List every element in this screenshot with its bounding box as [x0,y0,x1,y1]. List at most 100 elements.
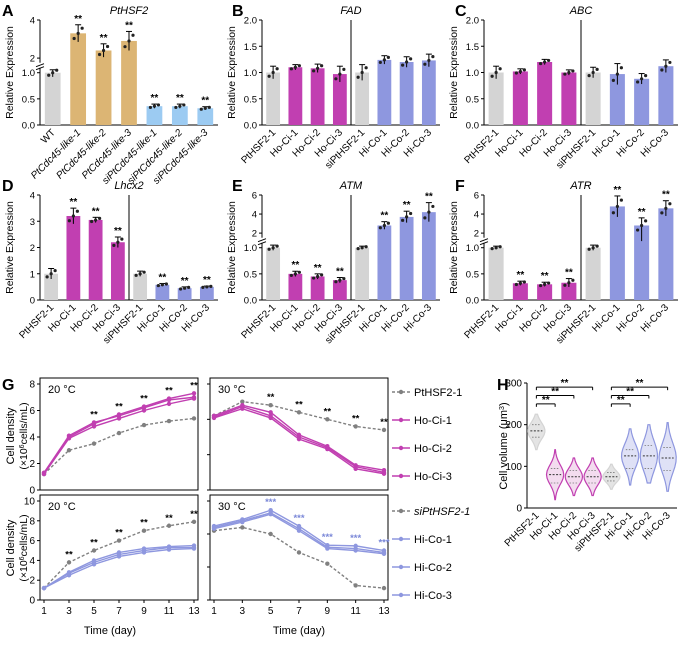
panel-g-sub3-x-tick-label: 1 [41,606,47,617]
panel-e-data-point [289,273,293,278]
panel-g-sub1-y-tick-label: 8 [29,380,35,391]
panel-c-data-point [494,70,498,75]
panel-g-sub4-series-point [325,561,330,566]
panel-b-bar [288,67,303,125]
panel-h-violin [564,457,584,497]
panel-g-sub1-series-point [141,422,147,428]
panel-e-data-point [293,272,297,276]
panel-f-bar [561,282,577,300]
panel-e-significance-label: ** [291,260,299,271]
panel-e-data-point [297,270,301,274]
panel-g-sub3-series-point [141,528,147,533]
panel-g-ylabel: Cell density [5,519,17,576]
panel-g-sub1-y-tick-label: 2 [29,459,35,470]
panel-d-bar [177,288,192,300]
panel-c-data-point [591,70,595,75]
panel-a-data-point [51,71,55,75]
panel-d-letter: D [2,178,14,195]
panel-b-data-point [360,70,364,75]
panel-d-data-point [142,270,146,274]
panel-a-data-point [207,105,211,109]
panel-g-sub2-series-point [268,415,273,421]
panel-d-y-tick-label: 0 [30,296,35,307]
panel-f-y-tick-label: 0.5 [466,269,479,280]
panel-f-significance-label: ** [662,190,670,201]
panel-c-ylabel: Relative Expression [448,26,460,119]
panel-e-data-point [409,211,413,216]
panel-g-sub1-y-tick-label: 4 [29,433,35,444]
panel-g-sub4-significance-label: *** [378,538,389,549]
panel-b-data-point [401,63,405,67]
panel-c-data-point [619,66,623,70]
legend-bottom-swatch-point [398,592,404,598]
panel-d-y-tick-label: 1 [30,269,35,280]
panel-d-data-point [201,285,205,289]
panel-f-significance-label: ** [613,185,621,196]
panel-g-sub2-series-point [296,410,302,415]
panel-f-data-point [498,245,502,249]
panel-f-data-point [619,198,623,202]
panel-a-bar [146,106,163,125]
panel-g-sub3-temperature-label: 20 °C [48,501,76,513]
panel-g-xlabel: Time (day) [273,625,325,637]
panel-g-sub4-series-point [240,525,245,530]
panel-b-data-point [320,64,324,68]
legend-bottom-entry: Hi-Co-1 [414,534,452,546]
panel-c-bar [634,78,650,125]
panel-h-violin [602,463,621,490]
panel-e-bar [421,212,436,300]
panel-g-sub3-series-point [41,585,47,591]
panel-g-sub1-series-point [66,448,72,453]
panel-b-bar [310,68,325,125]
panel-g-sub3-x-tick-label: 7 [116,606,122,617]
panel-e-letter: E [232,178,243,195]
panel-d-bar [44,273,59,300]
panel-f-y-tick-label: 6 [474,191,479,202]
panel-h-y-tick-label: 300 [505,379,522,390]
panel-d-bar [110,242,125,300]
panel-g-sub2-frame [209,377,389,491]
panel-c-data-point [518,69,522,74]
panel-g-sub1-series-point [141,408,147,413]
panel-g-sub4-series-point [381,585,387,591]
panel-d-significance-label: ** [69,197,77,208]
panel-g-sub1-series-line [43,417,195,475]
panel-e-data-point [431,204,435,209]
panel-e-data-point [320,273,324,277]
panel-b-data-point [342,67,346,71]
panel-g-sub3-significance-label: ** [90,538,98,549]
panel-a-axis-break-mark [35,63,45,68]
panel-g-sub3-series-point [91,548,97,553]
panel-g-sub3-y-tick-label: 0 [29,596,35,607]
legend-bottom-entry: siPtHSF2-1 [414,506,470,518]
panel-c-title: ABC [569,5,593,17]
panel-e-significance-label: ** [336,267,344,278]
panel-g-sub2-significance-label: ** [324,406,332,417]
panel-a-significance-label: ** [74,14,82,25]
panel-e-data-point [360,246,364,250]
panel-g-sub4-x-tick-label: 13 [378,606,390,617]
panel-e-y-tick-label: 0.0 [244,296,257,307]
panel-c-y-tick-label: 1.0 [466,68,479,79]
panel-a-data-point [148,105,153,110]
panel-f-y-tick-label: 4 [474,210,479,221]
panel-g-sub1-series-point [116,416,122,421]
panel-c-data-point [539,61,543,66]
panel-h-violin [583,457,602,497]
panel-c-x-tick-label: PtHSF2-1 [462,127,501,166]
panel-f-ylabel: Relative Expression [448,201,460,294]
panel-e-data-point [334,280,338,284]
panel-g-sub3-significance-label: ** [65,549,73,560]
panel-a-ylabel: Relative Expression [4,26,16,119]
panel-g-sub1-series-point [166,397,172,403]
panel-c-data-point [567,70,571,75]
panel-g-sub2-series-point [211,415,217,421]
panel-d-y-tick-label: 2 [30,243,35,254]
panel-d-data-point [90,219,94,224]
panel-f-bar [488,247,504,300]
panel-e-bar [355,247,370,300]
panel-b-bar [399,62,414,125]
panel-a-y-tick-label: 2 [30,54,35,65]
panel-e-data-point [275,244,279,248]
panel-d-data-point [67,219,71,223]
